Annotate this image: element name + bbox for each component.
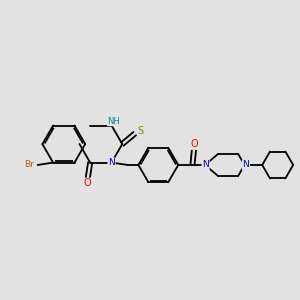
Text: Br: Br [24, 160, 34, 169]
Text: N: N [108, 158, 115, 167]
Text: N: N [242, 160, 249, 169]
Text: S: S [138, 126, 144, 136]
Text: NH: NH [108, 117, 120, 126]
Text: O: O [190, 139, 198, 149]
Text: N: N [202, 160, 209, 169]
Text: O: O [84, 178, 92, 188]
